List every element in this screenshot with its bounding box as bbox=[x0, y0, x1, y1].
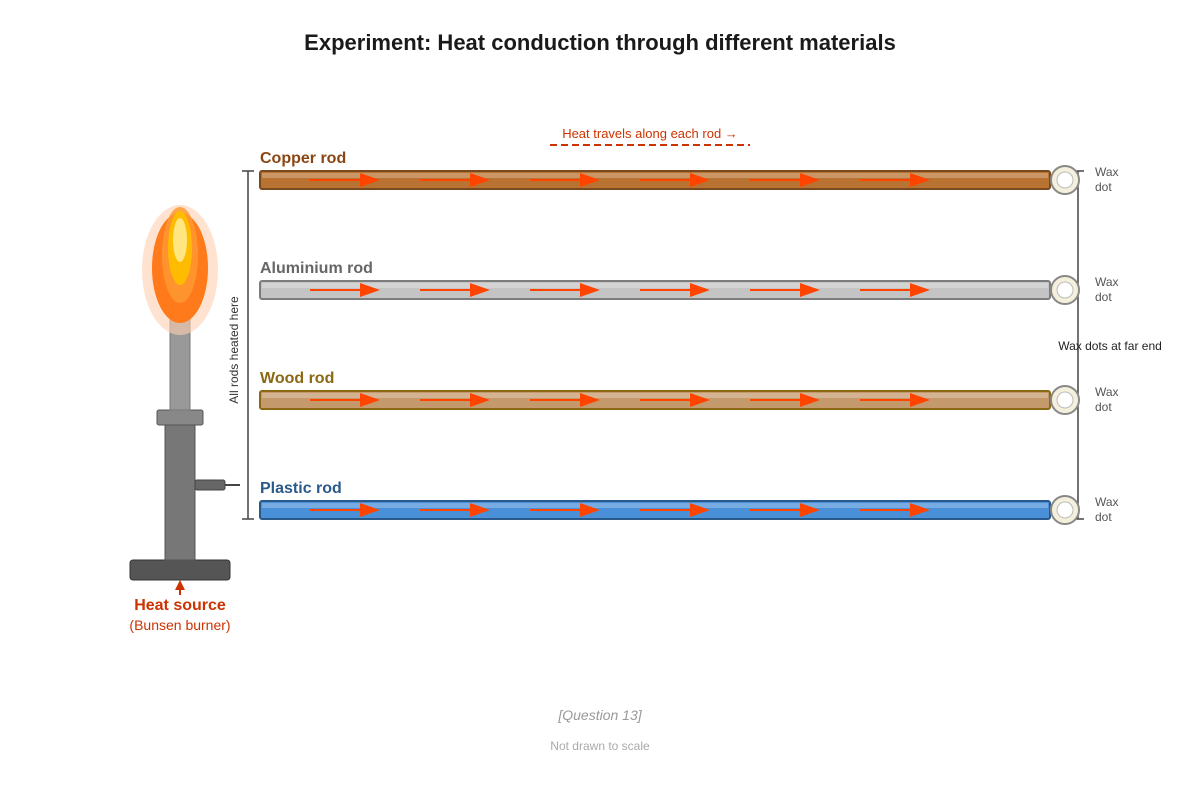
aluminium-rod-wax-label: dot bbox=[1095, 290, 1112, 304]
wood-rod-label: Wood rod bbox=[260, 370, 334, 387]
aluminium-rod-heat-arrow-head bbox=[800, 283, 820, 297]
heat-source-pointer-head bbox=[175, 580, 185, 590]
aluminium-rod-heat-arrow-head bbox=[910, 283, 930, 297]
wood-rod-heat-arrow-head bbox=[360, 393, 380, 407]
copper-rod-heat-arrow-head bbox=[910, 173, 930, 187]
copper-rod-wax-dot-inner bbox=[1056, 171, 1074, 189]
plastic-rod-heat-arrow-head bbox=[470, 503, 490, 517]
plastic-rod-heat-arrow-head bbox=[910, 503, 930, 517]
air-collar bbox=[156, 409, 204, 426]
question-label: [Question 13] bbox=[557, 707, 642, 723]
copper-rod-heat-arrow-head bbox=[690, 173, 710, 187]
copper-rod-label: Copper rod bbox=[260, 150, 346, 167]
aluminium-rod-shine bbox=[262, 283, 1048, 288]
copper-rod-wax-label: dot bbox=[1095, 180, 1112, 194]
plastic-rod-heat-arrow-head bbox=[800, 503, 820, 517]
wood-rod-heat-arrow-head bbox=[690, 393, 710, 407]
plastic-rod-wax-label: Wax bbox=[1095, 495, 1119, 509]
wood-rod-wax-label: Wax bbox=[1095, 385, 1119, 399]
plastic-rod-wax-dot-inner bbox=[1056, 501, 1074, 519]
copper-rod-heat-arrow-head bbox=[580, 173, 600, 187]
burner-base bbox=[129, 559, 231, 581]
wood-rod-wax-dot-inner bbox=[1056, 391, 1074, 409]
plastic-rod-heat-arrow-head bbox=[580, 503, 600, 517]
aluminium-rod-heat-arrow-head bbox=[360, 283, 380, 297]
heat-source-label: Heat source bbox=[134, 597, 226, 614]
plastic-rod-label: Plastic rod bbox=[260, 480, 342, 497]
heated-here-label: All rods heated here bbox=[227, 296, 241, 404]
wood-rod-heat-arrow-head bbox=[910, 393, 930, 407]
wax-far-end-label: Wax dots at far end bbox=[1058, 339, 1162, 353]
aluminium-rod-heat-arrow-head bbox=[690, 283, 710, 297]
aluminium-rod-label: Aluminium rod bbox=[260, 260, 373, 277]
copper-rod-heat-arrow-head bbox=[800, 173, 820, 187]
copper-rod-wax-label: Wax bbox=[1095, 165, 1119, 179]
flame-core bbox=[173, 218, 187, 262]
aluminium-rod-wax-dot-inner bbox=[1056, 281, 1074, 299]
wood-rod-heat-arrow-head bbox=[470, 393, 490, 407]
copper-rod-heat-arrow-head bbox=[470, 173, 490, 187]
aluminium-rod-wax-label: Wax bbox=[1095, 275, 1119, 289]
burner-barrel bbox=[164, 419, 196, 561]
plastic-rod-heat-arrow-head bbox=[690, 503, 710, 517]
heat-travel-label: Heat travels along each rod → bbox=[562, 126, 738, 141]
wood-rod-wax-label: dot bbox=[1095, 400, 1112, 414]
aluminium-rod-heat-arrow-head bbox=[580, 283, 600, 297]
heated-end-bracket bbox=[242, 170, 254, 520]
bunsen-burner bbox=[129, 205, 240, 595]
diagram-title: Experiment: Heat conduction through diff… bbox=[304, 30, 896, 55]
plastic-rod-shine bbox=[262, 503, 1048, 508]
gas-inlet bbox=[194, 479, 226, 491]
copper-rod-heat-arrow-head bbox=[360, 173, 380, 187]
plastic-rod-heat-arrow-head bbox=[360, 503, 380, 517]
heat-source-sublabel: (Bunsen burner) bbox=[129, 617, 230, 633]
plastic-rod-wax-label: dot bbox=[1095, 510, 1112, 524]
aluminium-rod-heat-arrow-head bbox=[470, 283, 490, 297]
wood-rod-heat-arrow-head bbox=[800, 393, 820, 407]
copper-rod-shine bbox=[262, 173, 1048, 178]
wood-rod-heat-arrow-head bbox=[580, 393, 600, 407]
wood-rod-shine bbox=[262, 393, 1048, 398]
scale-note: Not drawn to scale bbox=[550, 739, 650, 753]
